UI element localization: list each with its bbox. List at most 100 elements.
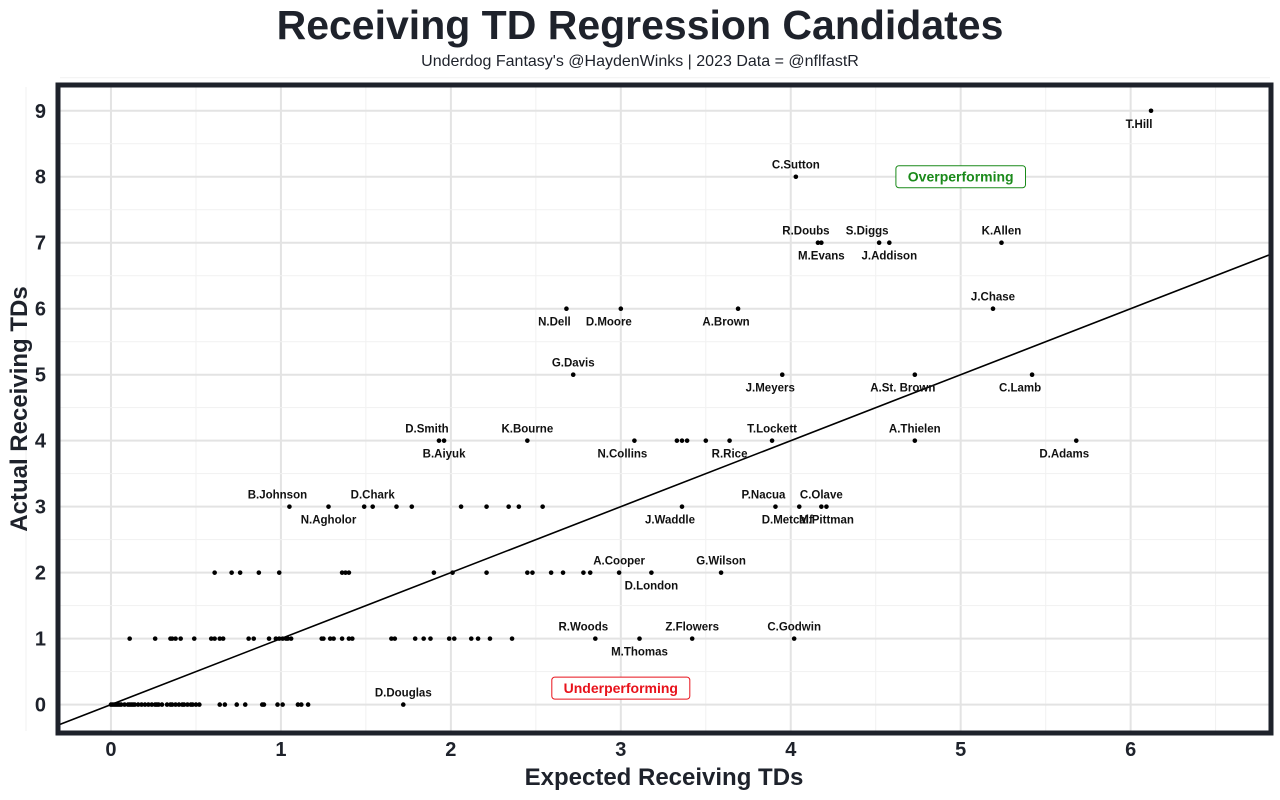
- data-point: [331, 636, 336, 641]
- data-point-rrice: [727, 438, 732, 443]
- point-label: J.Addison: [862, 251, 918, 263]
- data-point: [487, 636, 493, 641]
- y-tick-label: 9: [35, 101, 46, 123]
- data-point: [350, 636, 355, 641]
- point-label: M.Thomas: [611, 647, 668, 659]
- data-point-tlockett: [769, 438, 775, 443]
- data-point: [256, 570, 262, 575]
- y-tick-label: 2: [35, 563, 46, 585]
- grid: [25, 77, 1270, 731]
- data-point: [412, 636, 418, 641]
- point-label: A.St. Brown: [870, 383, 935, 395]
- data-point-thill: [1148, 108, 1154, 114]
- data-point: [346, 570, 352, 575]
- data-point: [191, 636, 197, 641]
- data-point-dlondon: [649, 570, 654, 575]
- data-point: [156, 702, 161, 707]
- data-point: [118, 702, 124, 707]
- data-point-mevans: [819, 240, 824, 246]
- y-tick-label: 6: [35, 299, 46, 321]
- data-point-jwaddle: [679, 504, 685, 509]
- data-point: [178, 636, 183, 641]
- point-label: J.Meyers: [746, 383, 795, 395]
- y-tick-label: 5: [35, 365, 46, 387]
- data-point: [127, 636, 132, 641]
- data-point: [146, 702, 151, 707]
- y-tick-label: 1: [35, 629, 46, 651]
- reference-line: [59, 253, 1271, 726]
- point-label: D.Douglas: [375, 688, 432, 700]
- data-point-mpittman: [824, 504, 829, 509]
- data-point: [132, 702, 138, 707]
- data-point: [159, 702, 165, 707]
- data-point-rdoubs: [815, 240, 821, 246]
- data-point-gwilson: [718, 570, 724, 575]
- point-label: D.Smith: [405, 424, 448, 436]
- data-point: [275, 702, 280, 707]
- data-point: [234, 702, 240, 707]
- point-label: M.Pittman: [799, 515, 854, 527]
- data-point: [540, 504, 545, 509]
- point-label: D.Adams: [1039, 449, 1089, 461]
- data-point: [703, 438, 709, 443]
- x-axis-title: Expected Receiving TDs: [525, 764, 804, 791]
- data-point-clamb: [1029, 372, 1035, 377]
- data-point: [273, 636, 279, 641]
- annotation-label: Underperforming: [564, 680, 678, 696]
- data-point: [299, 702, 304, 707]
- data-point: [276, 570, 282, 575]
- point-label: C.Godwin: [767, 622, 821, 634]
- data-point-athielen: [912, 438, 918, 443]
- data-point-colave: [819, 504, 824, 509]
- data-point: [484, 504, 489, 509]
- annotations: Overperforming Underperforming: [551, 165, 1027, 700]
- point-label: P.Nacua: [742, 490, 787, 502]
- data-point: [305, 702, 311, 707]
- point-label: R.Doubs: [782, 226, 829, 238]
- data-point: [190, 702, 195, 707]
- point-label: J.Chase: [971, 292, 1015, 304]
- x-tick-label: 2: [445, 739, 456, 761]
- data-point-ndell: [564, 306, 569, 312]
- data-point: [450, 570, 455, 575]
- data-point: [421, 636, 426, 641]
- annotation-label: Overperforming: [908, 169, 1014, 185]
- data-point: [525, 570, 530, 575]
- y-tick-label: 7: [35, 233, 46, 255]
- point-label: B.Johnson: [248, 490, 307, 502]
- data-point: [208, 636, 214, 641]
- data-point: [451, 636, 457, 641]
- point-label: N.Collins: [597, 449, 647, 461]
- data-point: [475, 636, 481, 641]
- point-label: T.Hill: [1126, 119, 1153, 131]
- data-point: [506, 504, 511, 509]
- data-point: [516, 504, 522, 509]
- data-point-kallen: [999, 240, 1004, 246]
- data-point-abrown: [735, 306, 741, 312]
- data-point: [468, 636, 474, 641]
- data-point: [679, 438, 685, 443]
- point-label: G.Wilson: [696, 556, 746, 568]
- x-tick-label: 3: [615, 739, 626, 761]
- panel-border: [55, 82, 1274, 736]
- data-point: [142, 702, 148, 707]
- data-point: [509, 636, 515, 641]
- data-points: [108, 108, 1154, 707]
- data-point: [251, 636, 257, 641]
- regression-line: [59, 253, 1271, 726]
- data-point: [164, 702, 170, 707]
- point-label: S.Diggs: [846, 226, 889, 238]
- annotation-box: [551, 676, 691, 700]
- data-point: [139, 702, 144, 707]
- point-label: N.Agholor: [301, 515, 357, 527]
- data-point: [327, 636, 333, 641]
- point-label: A.Brown: [702, 317, 749, 329]
- data-point: [674, 438, 680, 443]
- data-point: [266, 636, 272, 641]
- data-point: [246, 636, 251, 641]
- point-label: N.Dell: [538, 317, 571, 329]
- data-point: [261, 702, 267, 707]
- chart-title: Receiving TD Regression Candidates: [276, 2, 1004, 48]
- data-point-dmetcalf: [796, 504, 802, 509]
